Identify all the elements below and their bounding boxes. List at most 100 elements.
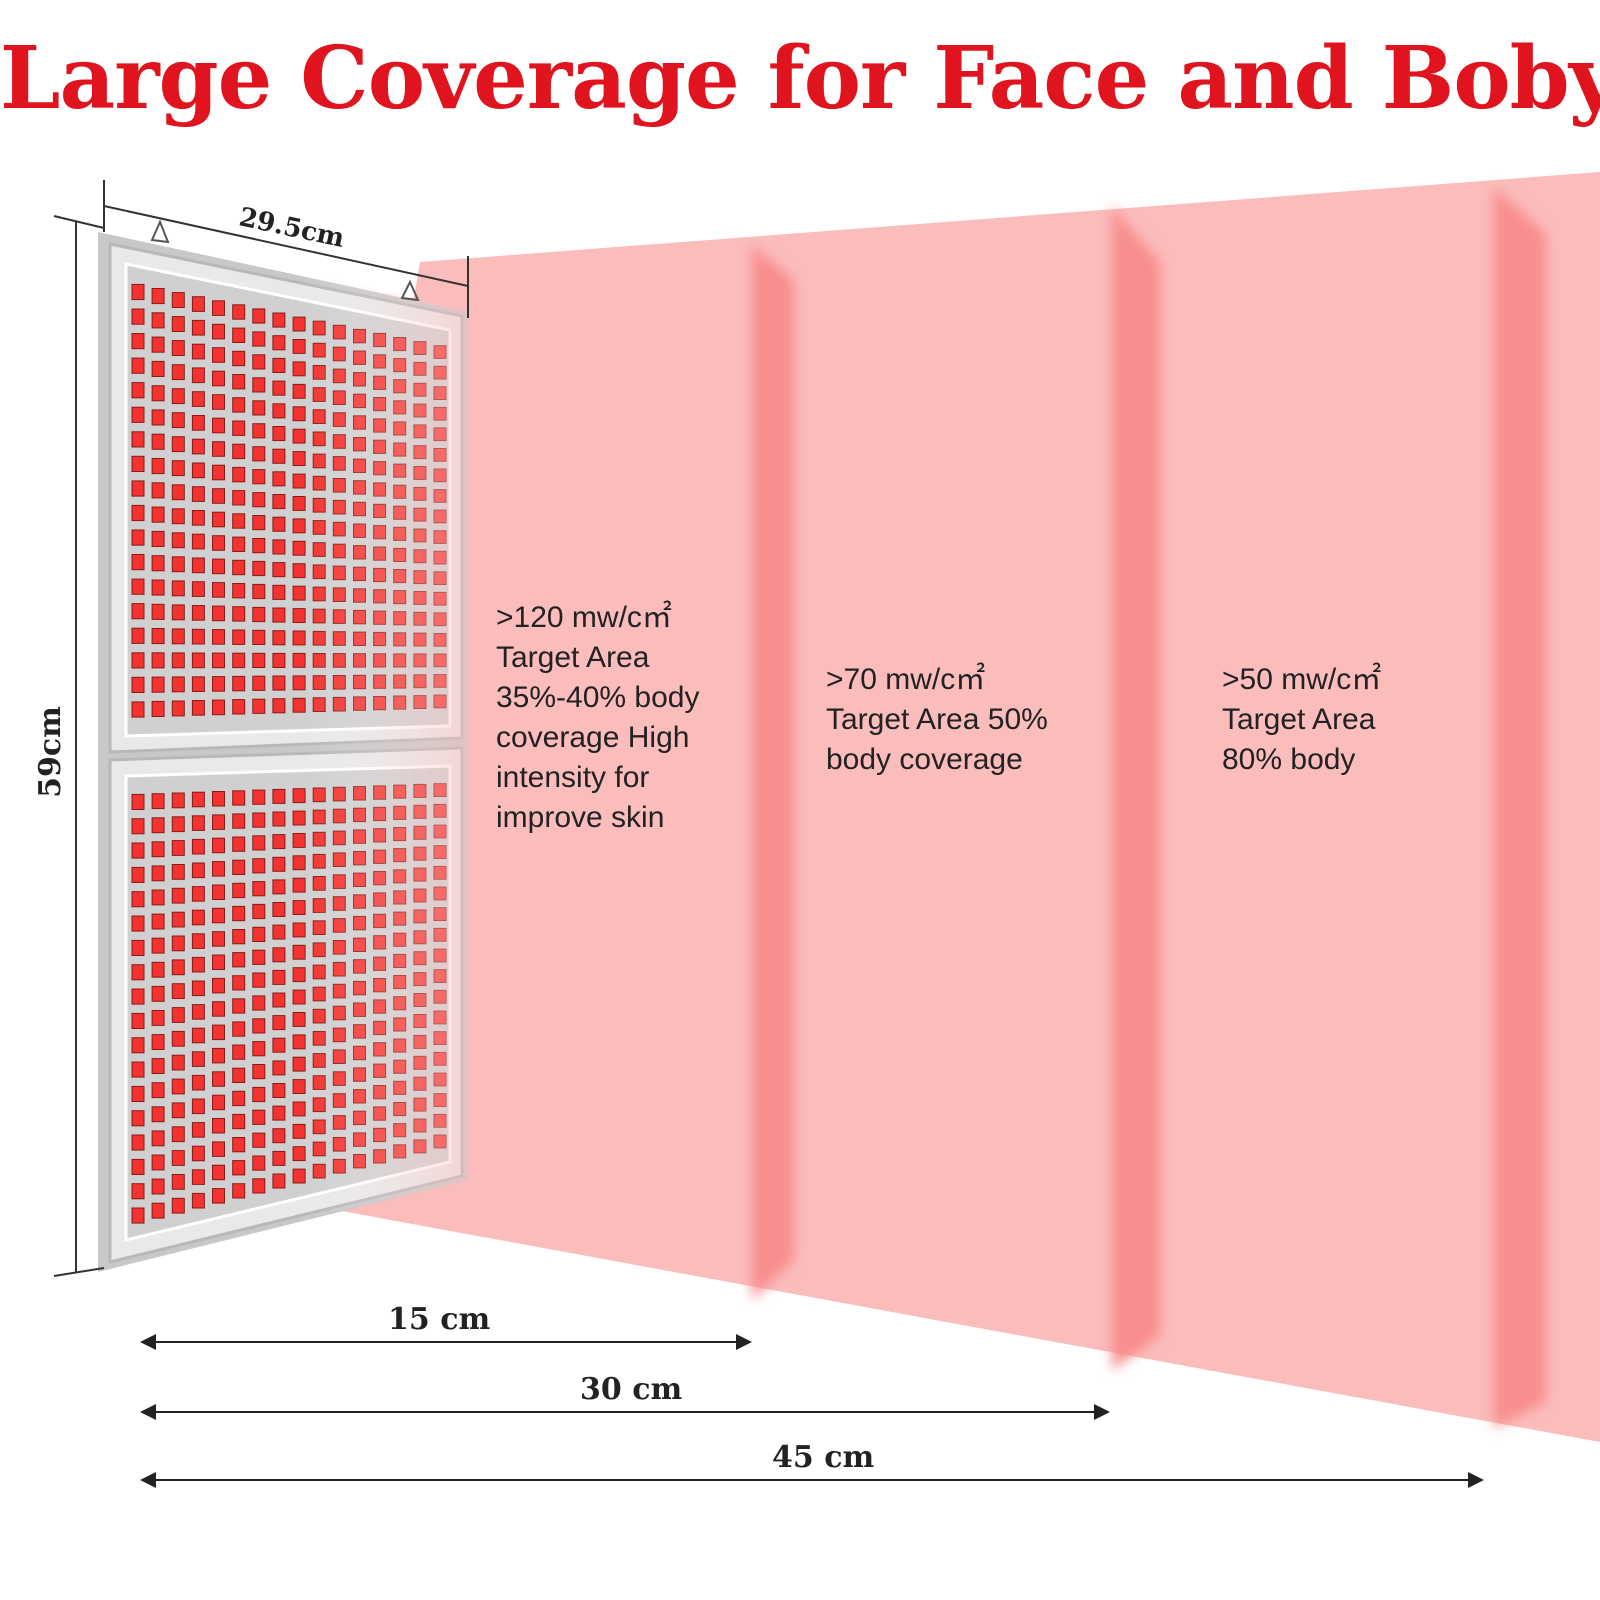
led-cell: [272, 992, 286, 1008]
led-cell: [171, 1030, 185, 1047]
led-cell: [171, 604, 185, 621]
zone-line: >70 mw/c㎡: [826, 663, 986, 696]
zone-line: body coverage: [826, 743, 1023, 776]
led-cell: [212, 861, 225, 877]
led-cell: [151, 961, 165, 978]
led-cell: [272, 335, 286, 351]
led-cell: [212, 907, 225, 924]
led-cell: [252, 1041, 266, 1057]
led-cell: [171, 364, 185, 381]
led-cell: [151, 793, 165, 810]
led-cell: [272, 562, 286, 578]
zone-line: Target Area: [1222, 703, 1376, 736]
light-beam: [260, 172, 1600, 1442]
led-cell: [151, 937, 165, 954]
zone-line: improve skin: [496, 801, 665, 834]
led-cell: [252, 835, 266, 851]
led-cell: [272, 902, 286, 917]
led-cell: [212, 488, 225, 504]
led-cell: [232, 1090, 246, 1107]
led-cell: [232, 420, 246, 436]
led-cell: [131, 793, 145, 811]
led-cell: [131, 818, 145, 835]
led-cell: [232, 1067, 246, 1083]
led-cell: [212, 582, 225, 598]
led-cell: [232, 998, 246, 1014]
led-cell: [191, 862, 205, 879]
led-cell: [252, 1155, 266, 1171]
led-cell: [232, 905, 246, 922]
led-cell: [171, 484, 185, 501]
led-cell: [151, 1010, 165, 1026]
led-cell: [171, 1197, 185, 1214]
led-cell: [212, 1118, 225, 1134]
led-cell: [272, 584, 286, 600]
led-cell: [151, 433, 165, 450]
led-cell: [191, 1098, 205, 1115]
led-cell: [151, 506, 165, 523]
led-cell: [131, 578, 145, 595]
led-cell: [191, 391, 205, 407]
zone-line: coverage High: [496, 721, 690, 754]
led-cell: [131, 939, 145, 957]
led-cell: [212, 977, 225, 994]
led-cell: [252, 560, 266, 577]
led-cell: [151, 1106, 165, 1123]
led-cell: [171, 1174, 185, 1190]
led-cell: [171, 959, 185, 976]
led-cell: [151, 385, 165, 402]
led-cell: [232, 952, 246, 968]
beam-dividers: [752, 186, 1546, 1428]
led-cell: [131, 357, 145, 374]
led-cell: [171, 292, 185, 309]
led-cell: [212, 629, 225, 645]
led-cell: [151, 865, 165, 882]
led-cell: [171, 388, 185, 405]
led-cell: [131, 1061, 145, 1078]
zone-info-30cm: >70 mw/c㎡ Target Area 50% body coverage: [826, 660, 1048, 780]
led-cell: [171, 1078, 185, 1095]
led-cell: [131, 1158, 145, 1176]
led-cell: [191, 652, 205, 669]
led-cell: [272, 516, 286, 532]
led-cell: [151, 409, 165, 426]
led-cell: [272, 1105, 286, 1121]
led-cell: [191, 1027, 205, 1044]
led-cell: [252, 629, 266, 645]
zone-line: Target Area: [496, 641, 650, 674]
led-cell: [232, 583, 246, 599]
led-cell: [191, 605, 205, 621]
led-cell: [272, 1173, 286, 1189]
led-cell: [252, 538, 266, 554]
led-cell: [252, 1178, 266, 1194]
led-cell: [171, 840, 185, 856]
led-cell: [171, 911, 185, 928]
led-cell: [191, 1169, 205, 1185]
led-cell: [232, 882, 246, 899]
beam-divider-15cm: [752, 245, 794, 1300]
led-cell: [232, 929, 246, 945]
led-cell: [171, 864, 185, 880]
led-cell: [131, 1110, 145, 1127]
led-cell: [171, 412, 185, 429]
led-cell: [191, 343, 205, 360]
led-cell: [272, 698, 286, 714]
led-cell: [252, 881, 266, 897]
led-cell: [232, 629, 246, 645]
led-cell: [151, 336, 165, 353]
led-cell: [191, 933, 205, 949]
led-cell: [232, 536, 246, 552]
led-cell: [272, 471, 286, 487]
led-cell: [131, 554, 145, 571]
led-cell: [171, 1150, 185, 1166]
led-cell: [151, 889, 165, 906]
led-cell: [171, 700, 185, 717]
led-cell: [272, 947, 286, 963]
led-cell: [191, 909, 205, 926]
led-cell: [171, 340, 185, 357]
led-cell: [191, 462, 205, 479]
led-cell: [232, 790, 246, 806]
led-panel: [98, 219, 468, 1272]
led-cell: [151, 1130, 165, 1147]
led-cell: [131, 455, 145, 472]
